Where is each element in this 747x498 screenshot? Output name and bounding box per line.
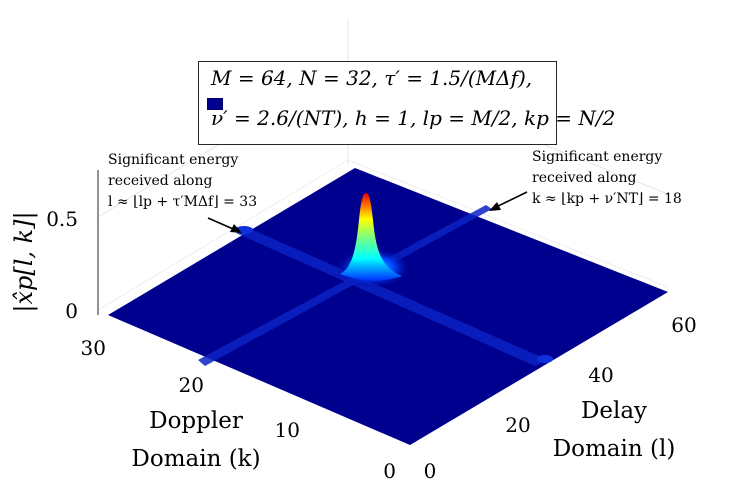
legend-line-1: M = 64, N = 32, τ′ = 1.5/(MΔf), bbox=[211, 66, 533, 90]
legend-line-2: ν′ = 2.6/(NT), h = 1, lp = M/2, kp = N/2 bbox=[211, 106, 616, 130]
legend: M = 64, N = 32, τ′ = 1.5/(MΔf), ν′ = 2.6… bbox=[198, 61, 615, 145]
annotation-right-line: Significant energy bbox=[532, 149, 663, 165]
doppler-tick: 30 bbox=[81, 336, 106, 360]
peak bbox=[335, 193, 411, 288]
ridge-doppler-18 bbox=[198, 205, 492, 366]
arrow-left-head bbox=[230, 224, 242, 233]
z-axis-label: |x̂p[l, k]| bbox=[10, 211, 39, 312]
grid-line bbox=[97, 159, 349, 311]
annotation-right: Significant energy received along k ≈ ⌊k… bbox=[532, 147, 682, 210]
delay-axis-label-2: Domain (l) bbox=[553, 436, 676, 462]
annotation-left-line: received along bbox=[108, 173, 213, 189]
legend-swatch bbox=[207, 98, 223, 110]
ridge-delay-33 bbox=[236, 227, 548, 366]
delay-axis-label-1: Delay bbox=[581, 398, 647, 424]
doppler-axis-label-2: Domain (k) bbox=[131, 446, 260, 472]
annotation-right-line: k ≈ ⌊kp + ν′NT⌋ = 18 bbox=[532, 191, 682, 207]
ridges bbox=[198, 205, 553, 366]
doppler-tick: 10 bbox=[275, 418, 300, 442]
z-tick: 0.5 bbox=[46, 207, 78, 231]
delay-tick: 20 bbox=[505, 413, 530, 437]
doppler-axis: 0 10 20 30 Doppler Domain (k) bbox=[81, 336, 396, 483]
delay-axis: 0 20 40 60 Delay Domain (l) bbox=[424, 313, 697, 483]
doppler-tick: 0 bbox=[383, 459, 396, 483]
doppler-axis-label-1: Doppler bbox=[149, 408, 243, 434]
z-axis: 0 0.5 |x̂p[l, k]| bbox=[10, 207, 78, 323]
annotation-arrows bbox=[207, 191, 528, 233]
delay-tick: 60 bbox=[671, 313, 696, 337]
ridge-end-right bbox=[537, 355, 553, 363]
grid-line bbox=[347, 159, 669, 288]
annotation-left-line: l ≈ ⌊lp + τ′MΔf⌋ = 33 bbox=[108, 194, 258, 210]
delay-tick: 40 bbox=[588, 363, 613, 387]
z-tick: 0 bbox=[65, 299, 78, 323]
doppler-tick: 20 bbox=[179, 373, 204, 397]
delay-tick: 0 bbox=[424, 459, 437, 483]
annotation-left: Significant energy received along l ≈ ⌊l… bbox=[108, 150, 257, 213]
annotation-right-line: received along bbox=[532, 170, 637, 186]
peak-body bbox=[340, 193, 402, 281]
arrow-right-head bbox=[489, 202, 501, 211]
annotation-left-line: Significant energy bbox=[108, 152, 239, 168]
